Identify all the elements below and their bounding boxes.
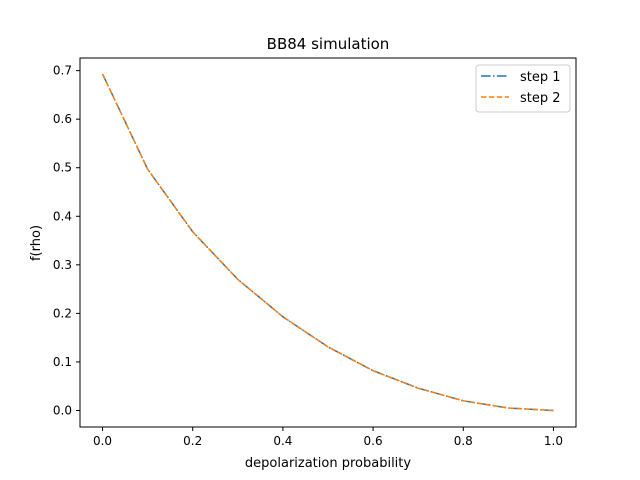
legend: step 1 step 2 <box>475 64 571 113</box>
y-tick-label: 0.4 <box>53 209 72 223</box>
x-tick-label: 0.8 <box>454 434 473 448</box>
plot-area <box>80 58 576 427</box>
x-tick-label: 0.0 <box>93 434 112 448</box>
series-line-2 <box>101 73 554 412</box>
y-tick-label: 0.6 <box>53 112 72 126</box>
plot-frame <box>79 57 577 428</box>
x-tick-label: 1.0 <box>544 434 563 448</box>
legend-label: step 2 <box>520 91 561 106</box>
y-tick-label: 0.3 <box>53 258 72 272</box>
chart-title: BB84 simulation <box>267 35 390 53</box>
legend-label: step 1 <box>520 70 561 85</box>
series-lines <box>101 73 554 412</box>
x-tick-label: 0.2 <box>183 434 202 448</box>
y-axis-ticks: 0.0 0.1 0.2 0.3 0.4 0.5 0.6 0.7 <box>53 64 80 417</box>
y-tick-label: 0.2 <box>53 306 72 320</box>
y-tick-label: 0.1 <box>53 355 72 369</box>
y-tick-label: 0.5 <box>53 161 72 175</box>
y-tick-label: 0.0 <box>53 403 72 417</box>
x-axis-ticks: 0.0 0.2 0.4 0.6 0.8 1.0 <box>93 427 563 448</box>
x-tick-label: 0.6 <box>364 434 383 448</box>
y-tick-label: 0.7 <box>53 64 72 78</box>
y-axis-label: f(rho) <box>29 225 44 261</box>
x-tick-label: 0.4 <box>273 434 292 448</box>
x-axis-label: depolarization probability <box>245 456 411 471</box>
